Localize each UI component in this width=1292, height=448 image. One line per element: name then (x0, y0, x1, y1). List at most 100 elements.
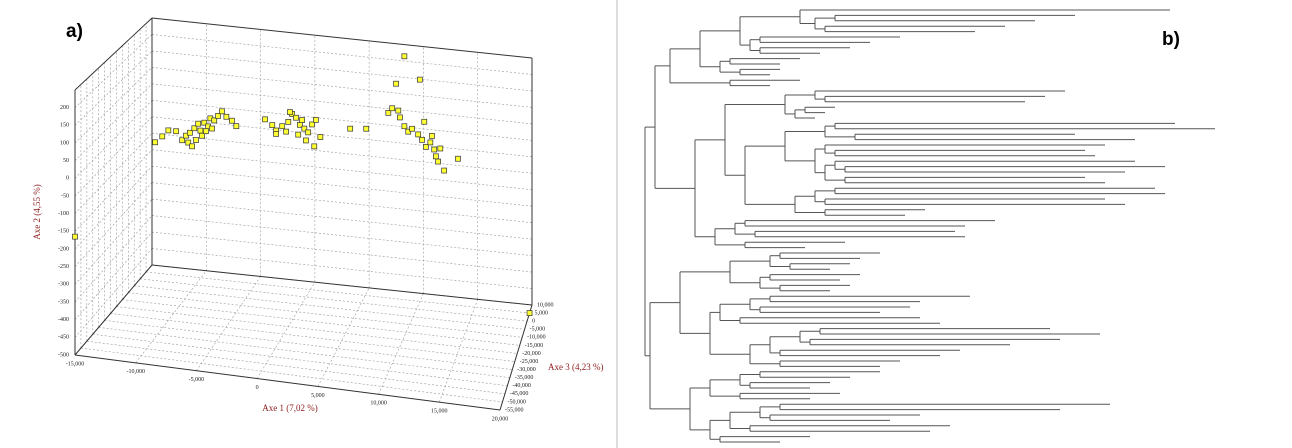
y-tick-label: 150 (60, 123, 69, 129)
grid-line (439, 299, 478, 403)
point (433, 153, 439, 160)
y-tick-label: -500 (58, 352, 69, 358)
grid-line (151, 50, 533, 92)
point (427, 139, 434, 146)
point (416, 76, 423, 83)
point (363, 125, 370, 132)
point (152, 139, 158, 146)
z-tick-label: -40,000 (512, 383, 531, 389)
point (405, 128, 412, 135)
grid-line (378, 293, 424, 395)
point (191, 125, 198, 132)
point (219, 108, 225, 115)
point (287, 109, 293, 115)
grid-line (151, 165, 533, 207)
grid-line (151, 182, 533, 223)
point (431, 146, 438, 153)
point (303, 137, 309, 144)
grid-line (110, 313, 515, 362)
point (455, 155, 461, 162)
point (419, 136, 425, 143)
grid-line (151, 215, 533, 256)
point (209, 125, 215, 132)
y-tick-label: -150 (58, 229, 69, 235)
grid-line (151, 116, 533, 158)
point (435, 158, 441, 165)
point (179, 137, 186, 144)
grid-line (92, 333, 508, 387)
x-tick-label: -15,000 (66, 361, 85, 367)
grid-line (74, 67, 153, 144)
grid-line (74, 248, 153, 338)
point (72, 233, 78, 240)
grid-line (98, 327, 510, 378)
point (421, 118, 428, 125)
point (183, 132, 189, 139)
point (201, 119, 208, 126)
y-axis-title: Axe 2 (4,55 %) (32, 184, 42, 240)
panel-label: b) (1162, 29, 1180, 50)
point (223, 113, 230, 120)
point (233, 123, 240, 130)
point (215, 113, 221, 119)
point (199, 132, 205, 139)
y-tick-label: -100 (58, 211, 69, 217)
grid-line (74, 231, 153, 320)
z-axis-title: Axe 3 (4,23 %) (548, 362, 604, 372)
point (385, 109, 392, 116)
grid-line (151, 149, 533, 191)
box-edge (74, 264, 153, 356)
point (299, 117, 305, 123)
point (279, 123, 286, 130)
y-tick-label: -50 (61, 193, 69, 199)
point (313, 117, 319, 123)
box-edge (151, 17, 533, 59)
z-tick-label: 10,000 (537, 302, 554, 308)
box-edge (151, 264, 533, 306)
z-tick-label: -15,000 (525, 343, 544, 349)
box-edge (499, 304, 533, 411)
y-tick-label: -250 (58, 264, 69, 270)
grid-line (151, 248, 533, 289)
panel-label: a) (66, 21, 83, 42)
grid-line (74, 149, 153, 232)
point (273, 131, 279, 137)
point (193, 137, 199, 143)
grid-line (74, 198, 153, 285)
grid-line (151, 34, 533, 75)
point (309, 121, 315, 128)
y-tick-label: -300 (58, 282, 69, 288)
grid-line (74, 116, 153, 197)
grid-line (74, 133, 153, 214)
point (189, 143, 195, 150)
y-tick-label: -450 (58, 335, 69, 341)
grid-line (122, 299, 520, 346)
point (401, 53, 408, 60)
point (347, 125, 354, 132)
point (229, 117, 235, 124)
point (393, 80, 399, 87)
grid-line (256, 281, 316, 379)
point (389, 105, 396, 112)
grid-line (140, 278, 528, 322)
point (159, 133, 166, 140)
grid-line (74, 50, 153, 126)
x-tick-label: 10,000 (370, 401, 387, 407)
y-tick-label: -400 (58, 317, 69, 323)
z-tick-label: 5,000 (535, 310, 549, 316)
point (441, 167, 448, 174)
point (401, 123, 408, 130)
x-tick-label: 20,000 (492, 416, 509, 422)
x-tick-label: 0 (256, 385, 259, 391)
z-tick-label: -20,000 (522, 351, 541, 357)
y-tick-label: -350 (58, 299, 69, 305)
x-tick-label: -10,000 (126, 369, 145, 375)
z-tick-label: -5,000 (530, 327, 546, 333)
grid-line (80, 347, 503, 403)
z-tick-label: -30,000 (517, 367, 536, 373)
point (409, 125, 415, 132)
grid-line (116, 306, 518, 354)
point (317, 134, 324, 140)
grid-line (104, 320, 513, 370)
point (269, 122, 276, 128)
